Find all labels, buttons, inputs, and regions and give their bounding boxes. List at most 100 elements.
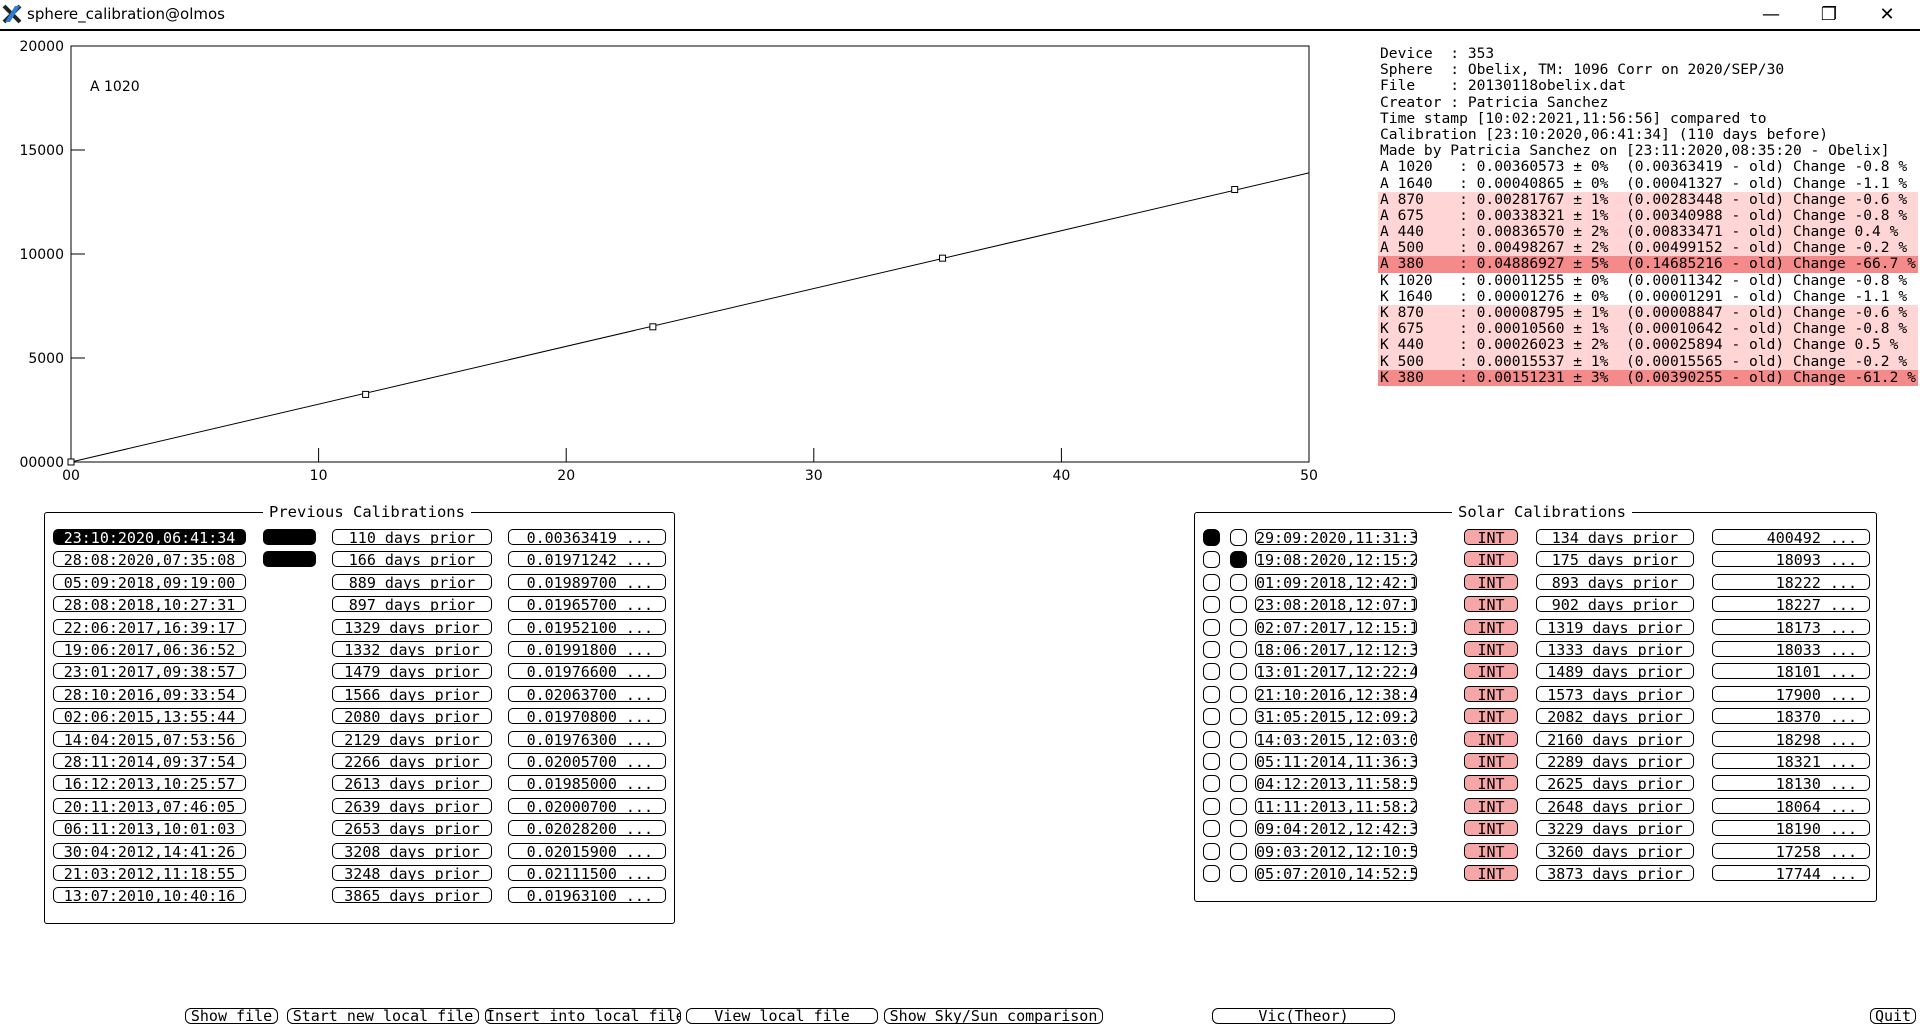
calibration-value-field[interactable]: 0.01985000 ...: [508, 775, 666, 792]
solar-value-field[interactable]: 18101 ...: [1712, 663, 1870, 680]
calibration-date-field[interactable]: 13:07:2010,10:40:16: [53, 887, 246, 904]
solar-value-field[interactable]: 18190 ...: [1712, 820, 1870, 837]
calibration-date-field[interactable]: 02:06:2015,13:55:44: [53, 708, 246, 725]
solar-date-field[interactable]: 29:09:2020,11:31:36: [1255, 529, 1417, 545]
calibration-date-field[interactable]: 16:12:2013,10:25:57: [53, 775, 246, 792]
view-local-file-button[interactable]: View local file: [686, 1008, 878, 1024]
solar-select-checkbox-a[interactable]: [1203, 820, 1220, 838]
solar-value-field[interactable]: 400492 ...: [1712, 529, 1870, 545]
close-icon[interactable]: ✕: [1879, 4, 1895, 25]
int-badge[interactable]: INT: [1464, 730, 1518, 747]
solar-value-field[interactable]: 18173 ...: [1712, 618, 1870, 635]
solar-value-field[interactable]: 18064 ...: [1712, 797, 1870, 814]
solar-date-field[interactable]: 02:07:2017,12:15:19: [1255, 618, 1417, 635]
solar-select-checkbox-b[interactable]: [1230, 753, 1247, 770]
calibration-date-field[interactable]: 28:11:2014,09:37:54: [53, 753, 246, 769]
solar-date-field[interactable]: 01:09:2018,12:42:12: [1255, 573, 1417, 590]
calibration-value-field[interactable]: 0.02005700 ...: [508, 753, 666, 769]
solar-select-checkbox-a[interactable]: [1203, 842, 1220, 860]
calibration-date-field[interactable]: 14:04:2015,07:53:56: [53, 730, 246, 747]
calibration-date-field[interactable]: 05:09:2018,09:19:00: [53, 573, 246, 590]
solar-date-field[interactable]: 04:12:2013,11:58:55: [1255, 775, 1417, 792]
calibration-date-field[interactable]: 21:03:2012,11:18:55: [53, 865, 246, 881]
calibration-value-field[interactable]: 0.01971242 ...: [508, 551, 666, 568]
solar-date-field[interactable]: 19:08:2020,12:15:23: [1255, 551, 1417, 568]
calibration-value-field[interactable]: 0.02028200 ...: [508, 820, 666, 837]
int-badge[interactable]: INT: [1464, 596, 1518, 613]
int-badge[interactable]: INT: [1464, 685, 1518, 702]
solar-select-checkbox-a[interactable]: [1203, 775, 1220, 793]
solar-date-field[interactable]: 05:07:2010,14:52:54: [1255, 865, 1417, 881]
solar-select-checkbox-a[interactable]: [1203, 753, 1220, 770]
int-badge[interactable]: INT: [1464, 573, 1518, 590]
solar-select-checkbox-b[interactable]: [1230, 685, 1247, 703]
vic-theor-button[interactable]: Vic(Theor): [1212, 1008, 1395, 1024]
solar-select-checkbox-a[interactable]: [1203, 663, 1220, 681]
solar-date-field[interactable]: 05:11:2014,11:36:34: [1255, 753, 1417, 769]
calibration-date-field[interactable]: 06:11:2013,10:01:03: [53, 820, 246, 837]
solar-value-field[interactable]: 18093 ...: [1712, 551, 1870, 568]
calibration-date-field[interactable]: 30:04:2012,14:41:26: [53, 842, 246, 859]
quit-button[interactable]: Quit: [1870, 1008, 1916, 1024]
int-badge[interactable]: INT: [1464, 753, 1518, 769]
calibration-value-field[interactable]: 0.01952100 ...: [508, 618, 666, 635]
int-badge[interactable]: INT: [1464, 641, 1518, 657]
show-file-button[interactable]: Show file: [185, 1008, 278, 1024]
maximize-icon[interactable]: ❐: [1820, 4, 1838, 25]
solar-value-field[interactable]: 18033 ...: [1712, 641, 1870, 657]
calibration-value-field[interactable]: 0.01989700 ...: [508, 573, 666, 590]
minimize-icon[interactable]: —: [1762, 4, 1780, 25]
int-badge[interactable]: INT: [1464, 865, 1518, 881]
solar-select-checkbox-b[interactable]: [1230, 820, 1247, 838]
int-badge[interactable]: INT: [1464, 529, 1518, 545]
solar-select-checkbox-a[interactable]: [1203, 797, 1220, 815]
solar-date-field[interactable]: 09:04:2012,12:42:37: [1255, 820, 1417, 837]
calibration-marker[interactable]: [263, 529, 316, 545]
solar-value-field[interactable]: 18130 ...: [1712, 775, 1870, 792]
solar-select-checkbox-b[interactable]: [1230, 663, 1247, 681]
calibration-date-field[interactable]: 20:11:2013,07:46:05: [53, 797, 246, 814]
int-badge[interactable]: INT: [1464, 663, 1518, 680]
solar-select-checkbox-a[interactable]: [1203, 708, 1220, 726]
start-new-local-file-button[interactable]: Start new local file: [287, 1008, 479, 1024]
solar-select-checkbox-b[interactable]: [1230, 708, 1247, 726]
int-badge[interactable]: INT: [1464, 842, 1518, 859]
solar-select-checkbox-b[interactable]: [1230, 797, 1247, 815]
calibration-value-field[interactable]: 0.01991800 ...: [508, 641, 666, 657]
solar-select-checkbox-b[interactable]: [1230, 551, 1247, 569]
solar-select-checkbox-b[interactable]: [1230, 573, 1247, 591]
solar-select-checkbox-a[interactable]: [1203, 865, 1220, 882]
int-badge[interactable]: INT: [1464, 797, 1518, 814]
int-badge[interactable]: INT: [1464, 820, 1518, 837]
int-badge[interactable]: INT: [1464, 775, 1518, 792]
int-badge[interactable]: INT: [1464, 618, 1518, 635]
solar-value-field[interactable]: 17258 ...: [1712, 842, 1870, 859]
solar-select-checkbox-a[interactable]: [1203, 529, 1220, 546]
solar-select-checkbox-a[interactable]: [1203, 573, 1220, 591]
solar-value-field[interactable]: 18298 ...: [1712, 730, 1870, 747]
calibration-value-field[interactable]: 0.01970800 ...: [508, 708, 666, 725]
solar-select-checkbox-a[interactable]: [1203, 551, 1220, 569]
solar-date-field[interactable]: 11:11:2013,11:58:25: [1255, 797, 1417, 814]
calibration-date-field[interactable]: 19:06:2017,06:36:52: [53, 641, 246, 657]
calibration-value-field[interactable]: 0.01963100 ...: [508, 887, 666, 904]
solar-date-field[interactable]: 23:08:2018,12:07:12: [1255, 596, 1417, 613]
solar-select-checkbox-a[interactable]: [1203, 730, 1220, 748]
calibration-date-field[interactable]: 28:10:2016,09:33:54: [53, 685, 246, 702]
calibration-date-field[interactable]: 28:08:2020,07:35:08: [53, 551, 246, 568]
solar-select-checkbox-b[interactable]: [1230, 618, 1247, 636]
calibration-date-field[interactable]: 22:06:2017,16:39:17: [53, 618, 246, 635]
sky-sun-comparison-button[interactable]: Show Sky/Sun comparison: [884, 1008, 1103, 1024]
insert-into-local-file-button[interactable]: Insert into local file: [485, 1008, 681, 1024]
solar-select-checkbox-a[interactable]: [1203, 618, 1220, 636]
calibration-value-field[interactable]: 0.01976600 ...: [508, 663, 666, 680]
solar-value-field[interactable]: 17900 ...: [1712, 685, 1870, 702]
calibration-value-field[interactable]: 0.02063700 ...: [508, 685, 666, 702]
solar-date-field[interactable]: 09:03:2012,12:10:57: [1255, 842, 1417, 859]
calibration-date-field[interactable]: 23:01:2017,09:38:57: [53, 663, 246, 680]
calibration-value-field[interactable]: 0.02015900 ...: [508, 842, 666, 859]
solar-date-field[interactable]: 21:10:2016,12:38:45: [1255, 685, 1417, 702]
solar-select-checkbox-b[interactable]: [1230, 865, 1247, 882]
calibration-date-field[interactable]: 28:08:2018,10:27:31: [53, 596, 246, 613]
solar-value-field[interactable]: 18227 ...: [1712, 596, 1870, 613]
